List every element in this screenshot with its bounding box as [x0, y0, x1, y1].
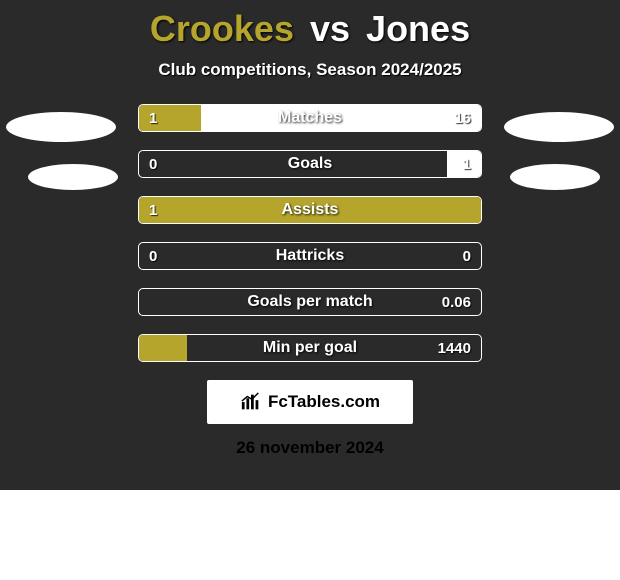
stat-fill-right: [201, 105, 481, 131]
stat-fill-left: [139, 197, 481, 223]
stat-row: 1440Min per goal: [138, 334, 482, 362]
title-player1: Crookes: [150, 8, 294, 49]
stat-value-right: 1: [453, 151, 481, 177]
stat-value-left: 0: [139, 151, 167, 177]
stat-value-right: 16: [444, 105, 481, 131]
stat-value-right: 0: [453, 243, 481, 269]
stat-value-left: 1: [139, 197, 167, 223]
stat-row: 0 1Goals: [138, 150, 482, 178]
player1-avatar-placeholder: [6, 112, 116, 142]
stat-value-right: 1440: [428, 335, 481, 361]
player1-badge-placeholder: [28, 164, 118, 190]
stat-value-right: 0.06: [432, 289, 481, 315]
date-text: 26 november 2024: [0, 438, 620, 458]
stats-area: 116Matches01Goals1Assists00Hattricks0.06…: [0, 104, 620, 362]
subtitle: Club competitions, Season 2024/2025: [0, 60, 620, 80]
bars-icon: [240, 391, 262, 413]
player2-avatar-placeholder: [504, 112, 614, 142]
stat-value-left: 0: [139, 243, 167, 269]
stat-row: 1Assists: [138, 196, 482, 224]
stat-label: Hattricks: [139, 243, 481, 269]
title-vs: vs: [310, 8, 350, 49]
stat-row: 0.06Goals per match: [138, 288, 482, 316]
stat-label: Goals per match: [139, 289, 481, 315]
source-badge-text: FcTables.com: [268, 392, 380, 412]
stat-value-left: 1: [139, 105, 167, 131]
stat-rows: 116Matches01Goals1Assists00Hattricks0.06…: [0, 104, 620, 362]
title-player2: Jones: [366, 8, 470, 49]
stat-value-left: [139, 289, 159, 315]
source-badge: FcTables.com: [207, 380, 413, 424]
comparison-card: Crookes vs Jones Club competitions, Seas…: [0, 0, 620, 490]
page-title: Crookes vs Jones: [0, 8, 620, 50]
stat-row: 116Matches: [138, 104, 482, 132]
stat-value-right: [461, 197, 481, 223]
stat-row: 0 0Hattricks: [138, 242, 482, 270]
player2-badge-placeholder: [510, 164, 600, 190]
stat-value-left: [139, 335, 159, 361]
stat-label: Goals: [139, 151, 481, 177]
